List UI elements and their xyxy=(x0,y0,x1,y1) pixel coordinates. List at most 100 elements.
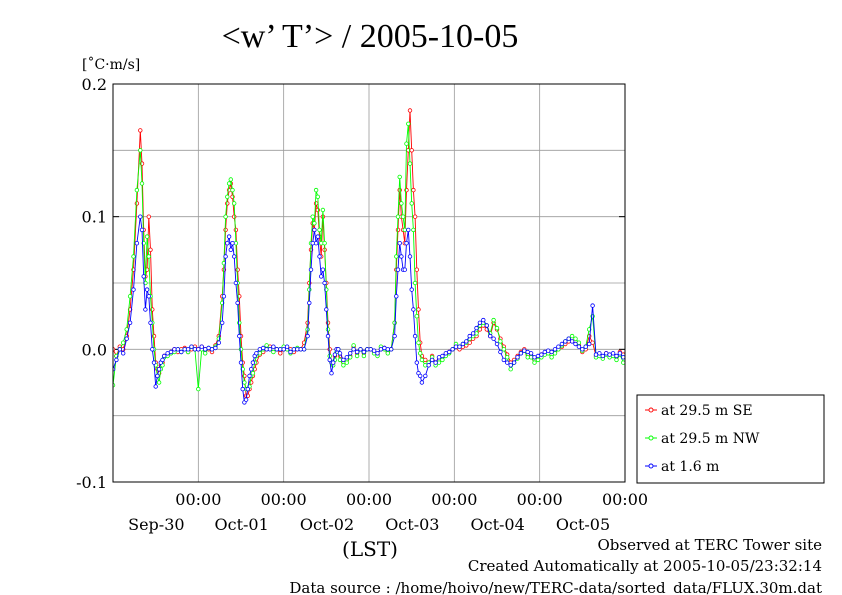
data-point xyxy=(336,347,341,352)
data-point xyxy=(361,349,367,355)
data-point xyxy=(419,380,425,385)
data-point xyxy=(414,360,419,365)
data-point xyxy=(416,307,421,312)
data-point xyxy=(185,347,191,352)
data-point xyxy=(389,347,394,352)
data-point xyxy=(153,384,158,389)
data-point xyxy=(225,201,230,206)
data-point xyxy=(274,347,279,352)
data-point xyxy=(467,333,472,339)
data-point xyxy=(406,227,411,233)
data-point xyxy=(378,347,384,352)
data-point xyxy=(313,201,319,206)
x-tick-time: 00:00 xyxy=(261,490,307,509)
data-point xyxy=(179,349,184,355)
data-point xyxy=(412,280,418,286)
y-axis-unit: [˚C·m/s] xyxy=(82,56,140,73)
data-point xyxy=(317,227,322,233)
data-point xyxy=(477,320,483,325)
data-point xyxy=(418,351,423,356)
data-point xyxy=(223,254,228,259)
data-point xyxy=(411,227,416,233)
data-point xyxy=(312,227,317,233)
data-point xyxy=(284,344,290,349)
data-point xyxy=(320,267,326,272)
data-point xyxy=(450,347,455,352)
data-point xyxy=(271,344,276,349)
data-point xyxy=(409,201,414,206)
data-point xyxy=(243,397,249,402)
data-point xyxy=(322,240,327,246)
y-tick-label: 0.0 xyxy=(82,340,107,359)
footer-created: Created Automatically at 2005-10-05/23:3… xyxy=(468,557,822,575)
data-point xyxy=(419,357,425,363)
data-point xyxy=(395,214,401,219)
data-point xyxy=(505,355,510,360)
data-point xyxy=(621,360,625,365)
data-point xyxy=(238,360,244,365)
data-point xyxy=(573,341,578,347)
data-point xyxy=(412,214,418,219)
data-point xyxy=(235,267,240,272)
data-point xyxy=(573,336,578,341)
data-point xyxy=(307,300,312,306)
data-point xyxy=(532,355,537,360)
data-point xyxy=(344,360,349,365)
data-point xyxy=(237,320,242,325)
data-point xyxy=(440,353,445,359)
data-point xyxy=(552,347,558,352)
data-point xyxy=(587,341,592,347)
data-point xyxy=(404,141,409,146)
data-point xyxy=(120,351,126,356)
legend-label: at 29.5 m SE xyxy=(661,403,753,419)
data-point xyxy=(470,331,476,336)
data-point xyxy=(250,371,256,376)
data-point xyxy=(404,240,409,246)
data-point xyxy=(354,353,360,359)
data-point xyxy=(394,294,399,299)
data-point xyxy=(127,320,133,325)
data-point xyxy=(281,347,286,352)
data-point xyxy=(392,333,397,339)
data-point xyxy=(433,360,438,365)
data-point xyxy=(233,280,239,286)
data-point xyxy=(407,108,413,113)
data-point xyxy=(161,353,167,359)
data-point xyxy=(498,349,503,355)
data-point xyxy=(414,267,419,272)
legend-label: at 29.5 m NW xyxy=(661,431,760,447)
data-point xyxy=(351,343,356,348)
data-point xyxy=(597,351,602,356)
data-point xyxy=(230,187,235,193)
footer-source: Data source : /home/hoivo/new/TERC-data/… xyxy=(289,579,822,595)
data-point xyxy=(491,317,496,323)
data-point xyxy=(248,367,254,372)
data-point xyxy=(237,333,242,339)
data-point xyxy=(213,345,218,351)
data-point xyxy=(305,333,310,339)
data-point xyxy=(399,254,404,259)
data-point xyxy=(231,254,237,259)
data-point xyxy=(320,207,326,213)
legend-box xyxy=(636,394,825,484)
data-point xyxy=(406,121,411,126)
data-point xyxy=(271,349,276,355)
data-point xyxy=(301,347,307,352)
x-tick-date: Oct-02 xyxy=(300,515,354,534)
data-point xyxy=(397,174,402,180)
x-tick-time: 00:00 xyxy=(175,490,221,509)
data-point xyxy=(156,380,162,385)
data-point xyxy=(332,352,338,357)
data-point xyxy=(508,363,513,368)
data-point xyxy=(407,254,413,259)
legend-marker xyxy=(648,407,654,413)
data-point xyxy=(621,355,625,360)
y-tick-label: 0.2 xyxy=(82,75,107,94)
y-tick-label: -0.1 xyxy=(76,473,107,492)
data-point xyxy=(407,161,413,166)
data-point xyxy=(371,348,377,353)
data-point xyxy=(447,349,452,355)
x-tick-date: Sep-30 xyxy=(128,515,184,534)
data-point xyxy=(484,323,489,328)
data-point xyxy=(319,274,324,279)
